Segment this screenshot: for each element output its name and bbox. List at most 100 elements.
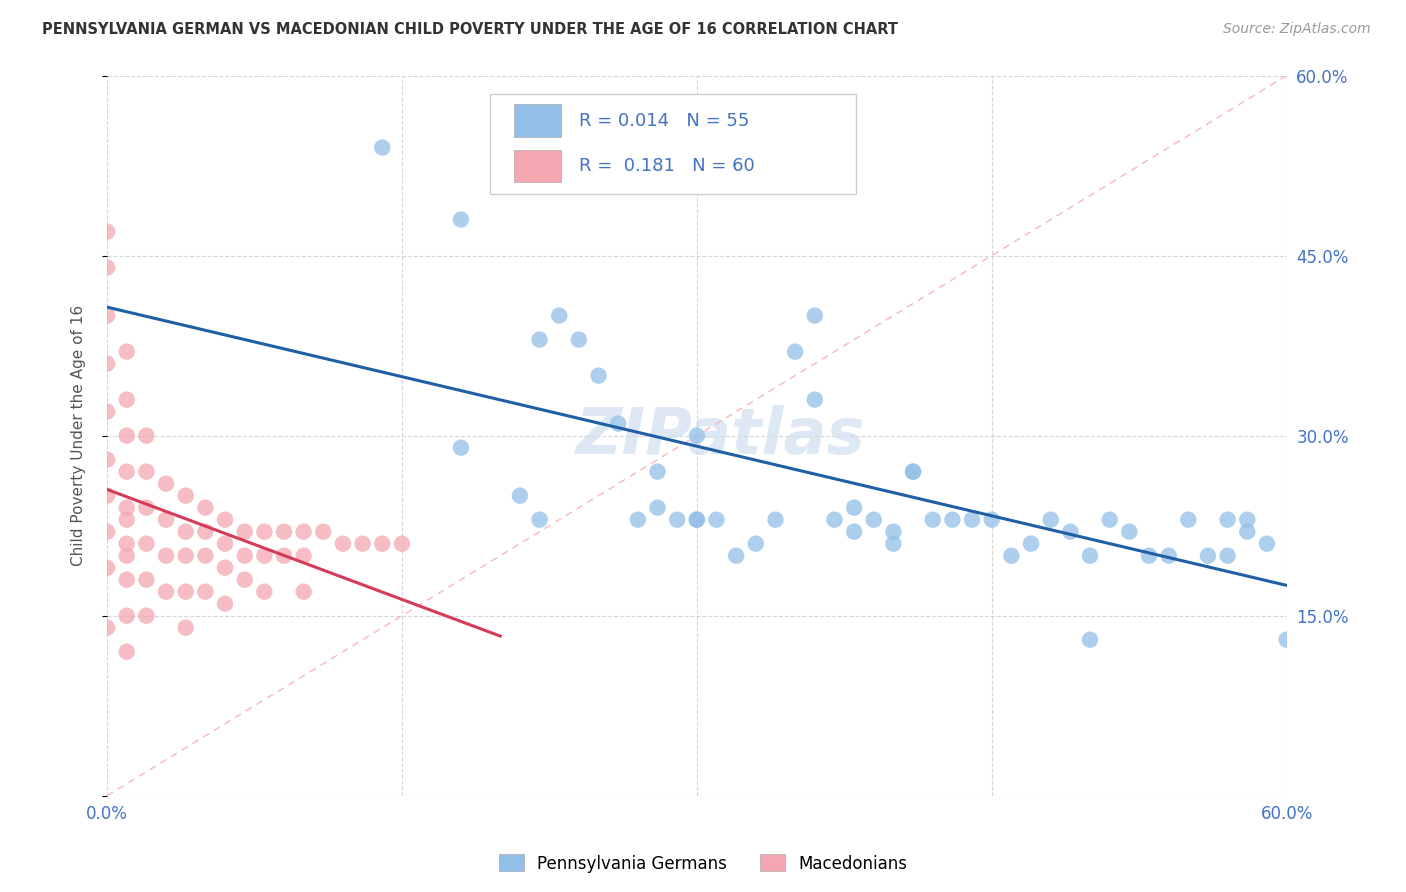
Point (233, 573, 256, 587)
Point (804, 392, 827, 407)
Point (115, 537, 138, 551)
Point (1059, 524, 1081, 539)
Point (174, 621, 197, 635)
Point (214, 560, 236, 574)
Point (96, 489, 118, 503)
Point (509, 489, 531, 503)
Point (96, 621, 118, 635)
Point (96, 357, 118, 371)
Point (1019, 537, 1042, 551)
Point (292, 549, 315, 563)
Point (1197, 549, 1219, 563)
Point (960, 513, 983, 527)
Point (371, 140, 394, 154)
Point (1078, 549, 1101, 563)
Y-axis label: Child Poverty Under the Age of 16: Child Poverty Under the Age of 16 (72, 305, 86, 566)
Text: Source: ZipAtlas.com: Source: ZipAtlas.com (1223, 22, 1371, 37)
Point (941, 513, 963, 527)
Point (96, 560, 118, 574)
Point (174, 549, 197, 563)
Point (548, 309, 571, 323)
Point (1216, 513, 1239, 527)
Point (529, 513, 551, 527)
Point (233, 524, 256, 539)
Point (686, 513, 709, 527)
Point (568, 333, 591, 347)
Point (332, 537, 354, 551)
Point (1098, 513, 1121, 527)
Point (174, 584, 197, 599)
Text: R = 0.014   N = 55: R = 0.014 N = 55 (579, 112, 749, 129)
Point (155, 476, 177, 491)
Point (135, 465, 157, 479)
Point (765, 513, 787, 527)
Point (1236, 513, 1258, 527)
Point (1216, 549, 1239, 563)
Point (980, 513, 1002, 527)
Point (135, 537, 157, 551)
Point (785, 344, 807, 359)
Point (115, 573, 138, 587)
Point (174, 524, 197, 539)
Point (194, 584, 217, 599)
Point (588, 368, 610, 383)
Point (607, 417, 630, 431)
Point (96, 260, 118, 275)
Point (194, 549, 217, 563)
Text: ZIPatlas: ZIPatlas (575, 405, 865, 467)
Text: R =  0.181   N = 60: R = 0.181 N = 60 (579, 157, 755, 175)
Point (1157, 549, 1180, 563)
Point (686, 428, 709, 442)
Point (371, 537, 394, 551)
Point (1137, 549, 1160, 563)
Point (1177, 513, 1199, 527)
Point (686, 513, 709, 527)
Point (115, 428, 138, 442)
Point (115, 500, 138, 515)
Point (155, 549, 177, 563)
Point (174, 489, 197, 503)
Point (882, 524, 904, 539)
Point (450, 212, 472, 227)
Point (1256, 537, 1278, 551)
Point (214, 513, 236, 527)
Point (96, 225, 118, 239)
Point (901, 465, 924, 479)
Point (1000, 549, 1022, 563)
Point (253, 524, 276, 539)
Point (96, 524, 118, 539)
Point (273, 549, 295, 563)
Point (1295, 513, 1317, 527)
Point (115, 392, 138, 407)
Point (273, 524, 295, 539)
Point (312, 524, 335, 539)
Point (214, 597, 236, 611)
Point (135, 500, 157, 515)
Point (96, 309, 118, 323)
Legend: Pennsylvania Germans, Macedonians: Pennsylvania Germans, Macedonians (492, 847, 914, 880)
Point (882, 537, 904, 551)
Point (1078, 632, 1101, 647)
FancyBboxPatch shape (491, 94, 856, 194)
Point (135, 428, 157, 442)
Point (921, 513, 943, 527)
Point (842, 500, 865, 515)
Point (214, 537, 236, 551)
Point (115, 645, 138, 659)
Point (627, 513, 650, 527)
Point (823, 513, 845, 527)
Point (135, 608, 157, 623)
Point (155, 584, 177, 599)
Point (292, 584, 315, 599)
Point (391, 537, 413, 551)
Point (155, 513, 177, 527)
Point (706, 513, 728, 527)
Point (862, 513, 884, 527)
Point (529, 333, 551, 347)
Point (96, 404, 118, 418)
FancyBboxPatch shape (515, 104, 561, 136)
Point (194, 500, 217, 515)
Point (450, 441, 472, 455)
Text: PENNSYLVANIA GERMAN VS MACEDONIAN CHILD POVERTY UNDER THE AGE OF 16 CORRELATION : PENNSYLVANIA GERMAN VS MACEDONIAN CHILD … (42, 22, 898, 37)
Point (804, 309, 827, 323)
